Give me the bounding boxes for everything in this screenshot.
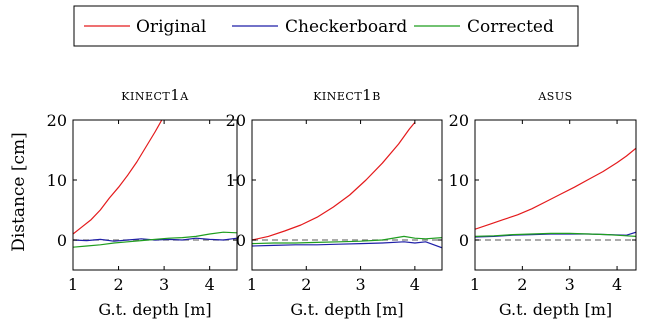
- plot-frame: [251, 119, 443, 271]
- series-line-original: [475, 147, 636, 230]
- x-axis-label: G.t. depth [m]: [499, 300, 612, 319]
- x-tick-label: 3: [565, 275, 575, 294]
- x-tick-label: 4: [410, 275, 420, 294]
- panel-title: kinect1a: [121, 86, 189, 104]
- panel-asus: asus 1 2 3 4 0 10 20 G.t. depth [m]: [449, 86, 637, 319]
- y-tick-label: 0: [459, 231, 469, 250]
- legend-label-corrected: Corrected: [467, 17, 554, 37]
- x-tick-label: 3: [159, 275, 169, 294]
- y-axis-label: Distance [cm]: [9, 132, 29, 252]
- x-tick-label: 1: [470, 275, 480, 294]
- series-line-original: [73, 120, 163, 235]
- x-tick-label: 3: [355, 275, 365, 294]
- x-tick-label: 2: [301, 275, 311, 294]
- y-tick-label: 20: [47, 111, 67, 130]
- legend-label-checkerboard: Checkerboard: [285, 17, 407, 37]
- panel-kinect1a: kinect1a 1 2 3 4 0 10 20 G.t. depth [m]: [47, 86, 238, 319]
- series-line-corrected: [252, 235, 442, 245]
- x-tick-label: 1: [68, 275, 78, 294]
- panel-kinect1b: kinect1b 1 2 3 4 0 10 20 G.t. depth [m]: [226, 86, 443, 319]
- series-group: [73, 120, 237, 248]
- y-tick-label: 0: [57, 231, 67, 250]
- x-tick-label: 1: [247, 275, 257, 294]
- y-tick-label: 20: [226, 111, 246, 130]
- x-tick-label: 2: [517, 275, 527, 294]
- y-tick-label: 20: [449, 111, 469, 130]
- y-tick-label: 10: [47, 171, 67, 190]
- series-group: [475, 147, 636, 238]
- panel-title: asus: [537, 86, 572, 104]
- y-tick-label: 0: [236, 231, 246, 250]
- legend-box: [73, 5, 579, 47]
- series-line-checkerboard: [252, 241, 442, 249]
- series-group: [252, 122, 442, 249]
- panel-title: kinect1b: [313, 86, 381, 104]
- x-tick-label: 4: [612, 275, 622, 294]
- y-tick-label: 10: [449, 171, 469, 190]
- series-line-corrected: [475, 232, 636, 237]
- x-axis-label: G.t. depth [m]: [98, 300, 211, 319]
- y-tick-label: 10: [226, 171, 246, 190]
- legend-label-original: Original: [136, 17, 206, 37]
- x-tick-label: 2: [113, 275, 123, 294]
- legend: Original Checkerboard Corrected: [73, 5, 579, 47]
- series-line-original: [252, 122, 416, 241]
- x-tick-label: 4: [205, 275, 215, 294]
- x-axis-label: G.t. depth [m]: [290, 300, 403, 319]
- plot-frame: [474, 119, 637, 271]
- series-line-corrected: [73, 231, 237, 248]
- plot-frame: [72, 119, 238, 271]
